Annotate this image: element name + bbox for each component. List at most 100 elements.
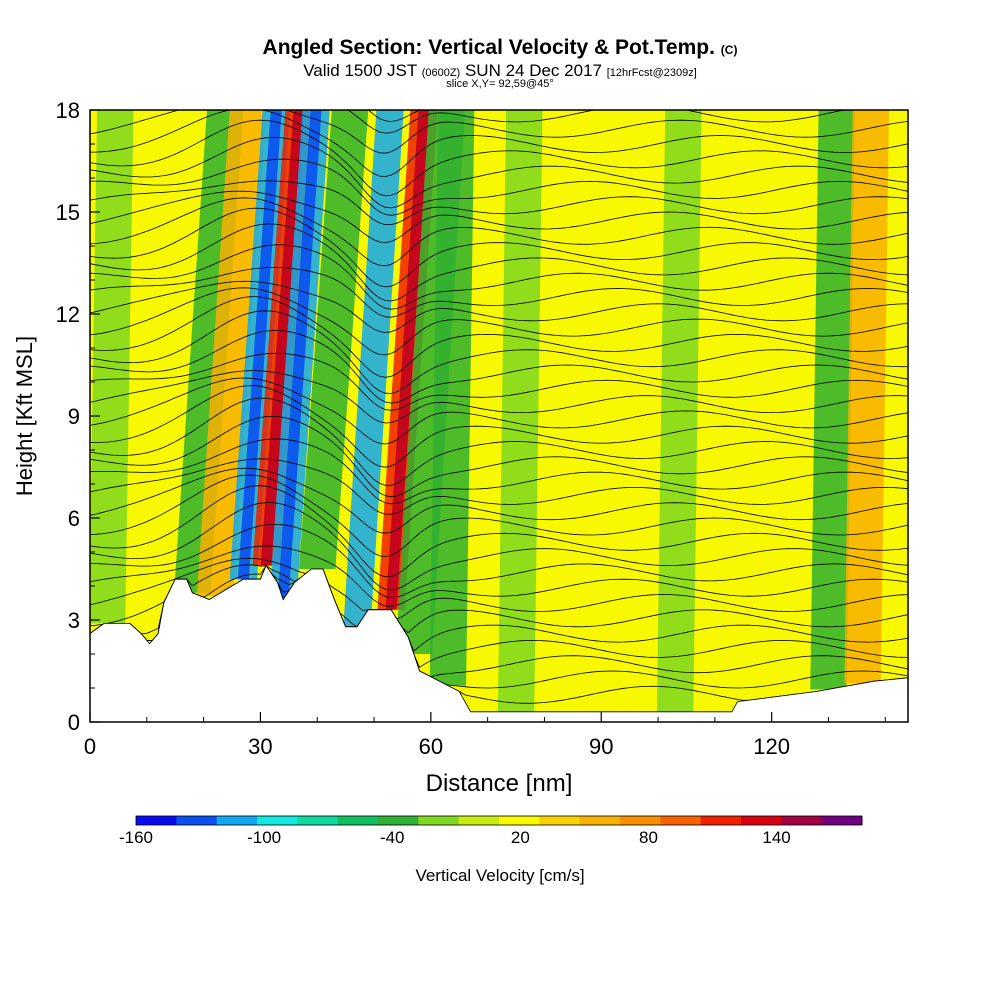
isentrope-line [90,524,908,599]
colorbar-swatch [741,816,782,825]
velocity-band [844,110,890,684]
y-axis-label: Height [Kft MSL] [12,336,37,496]
velocity-band [343,110,404,627]
isentrope-line [90,557,908,620]
isentrope-line [90,136,908,209]
velocity-band [810,110,855,690]
slice-info: slice X,Y= 92,59@45° [446,78,554,90]
y-tick-label: 9 [68,404,80,429]
isentrope-line [90,397,908,486]
isentrope-line [90,377,908,445]
colorbar-label: -40 [380,828,405,847]
isentrope-line [90,110,908,154]
x-tick-label: 30 [248,734,272,759]
chart-title: Angled Section: Vertical Velocity & Pot.… [0,36,1000,60]
velocity-band [196,110,267,597]
isentrope-line [90,197,908,267]
isentrope-line [90,310,908,394]
velocity-core [237,110,282,580]
colorbar-swatch [499,816,540,825]
colorbar-swatch [337,816,379,825]
colorbar-swatch [821,816,863,825]
valid-zulu: (0600Z) [421,67,461,79]
isentrope-line [90,467,908,534]
colorbar-swatch [257,816,298,825]
colorbar-label: 20 [511,828,530,847]
colorbar-label: 140 [762,828,790,847]
colorbar-swatch [700,816,742,825]
plot-area [90,110,908,722]
y-tick-label: 3 [68,608,80,633]
isentrope-line [90,502,908,591]
y-tick-label: 0 [68,710,80,735]
isentrope-line [90,485,908,578]
isentrope-line [90,564,908,634]
isentrope-line [90,287,908,356]
colorbar-label: 80 [639,828,658,847]
colorbar-swatch [378,816,419,825]
y-tick-label: 6 [68,506,80,531]
isentrope-line [90,267,908,318]
colorbar-label: -100 [247,828,281,847]
colorbar-label: -160 [119,828,153,847]
velocity-band [429,110,475,686]
isentrope-line [90,438,908,505]
velocity-band [90,110,134,624]
isentrope-line [90,370,908,424]
velocity-core [260,110,305,566]
isentrope-line [90,244,908,310]
isentrope-line [90,545,908,607]
isentrope-line [90,458,908,515]
colorbar-swatch [418,816,460,825]
terrain [90,564,908,722]
colorbar-swatch [660,816,702,825]
isentrope-line [90,207,908,288]
colorbar-swatch [216,816,258,825]
colorbar-swatch [620,816,661,825]
chart-title-text: Angled Section: Vertical Velocity & Pot.… [262,36,715,59]
colorbar-swatch [781,816,823,825]
colorbar-swatch [136,816,177,825]
y-tick-label: 18 [56,98,80,123]
colorbar-swatch [176,816,218,825]
velocity-band [299,110,369,569]
forecast-info: [12hrFcst@2309z] [606,67,697,79]
colorbar-swatch [539,816,581,825]
colorbar-title: Vertical Velocity [cm/s] [415,866,584,885]
isentrope-line [90,158,908,216]
colorbar [135,815,863,826]
isentrope-line [90,564,908,652]
colorbar-swatch [458,816,500,825]
isentrope-line [90,330,908,404]
x-axis: 0 30 60 90 120 [84,712,886,759]
isentrope-line [90,190,908,244]
x-tick-label: 120 [753,734,790,759]
y-axis: 0 3 6 9 12 15 18 [56,98,100,735]
colorbar-labels: -160 -100 -40 20 80 140 [119,828,791,847]
isentrope-line [90,119,908,197]
velocity-bands [90,110,890,712]
y-tick-label: 12 [56,302,80,327]
x-tick-label: 90 [589,734,613,759]
x-axis-label: Distance [nm] [426,770,573,797]
colorbar-swatch [579,816,621,825]
valid-date: SUN 24 Dec 2017 [464,61,602,80]
colorbar-swatch [297,816,339,825]
isentrope-line [90,180,908,225]
y-tick-label: 15 [56,200,80,225]
valid-time-line: Valid 1500 JST (0600Z) SUN 24 Dec 2017 [… [0,61,1000,81]
chart-title-units: (C) [720,43,738,57]
isentrope-line [90,223,908,302]
valid-prefix: Valid 1500 JST [303,61,417,80]
isentrope-line [90,280,908,333]
velocity-core [277,110,322,600]
colorbar-frame [135,815,863,826]
isentrope-line [90,352,908,411]
isentrope-line [90,415,908,498]
isentrope-line [90,110,847,134]
x-tick-label: 60 [419,734,443,759]
x-tick-label: 0 [84,734,96,759]
isentrope-line [90,385,908,468]
isentrope-line [90,296,908,378]
